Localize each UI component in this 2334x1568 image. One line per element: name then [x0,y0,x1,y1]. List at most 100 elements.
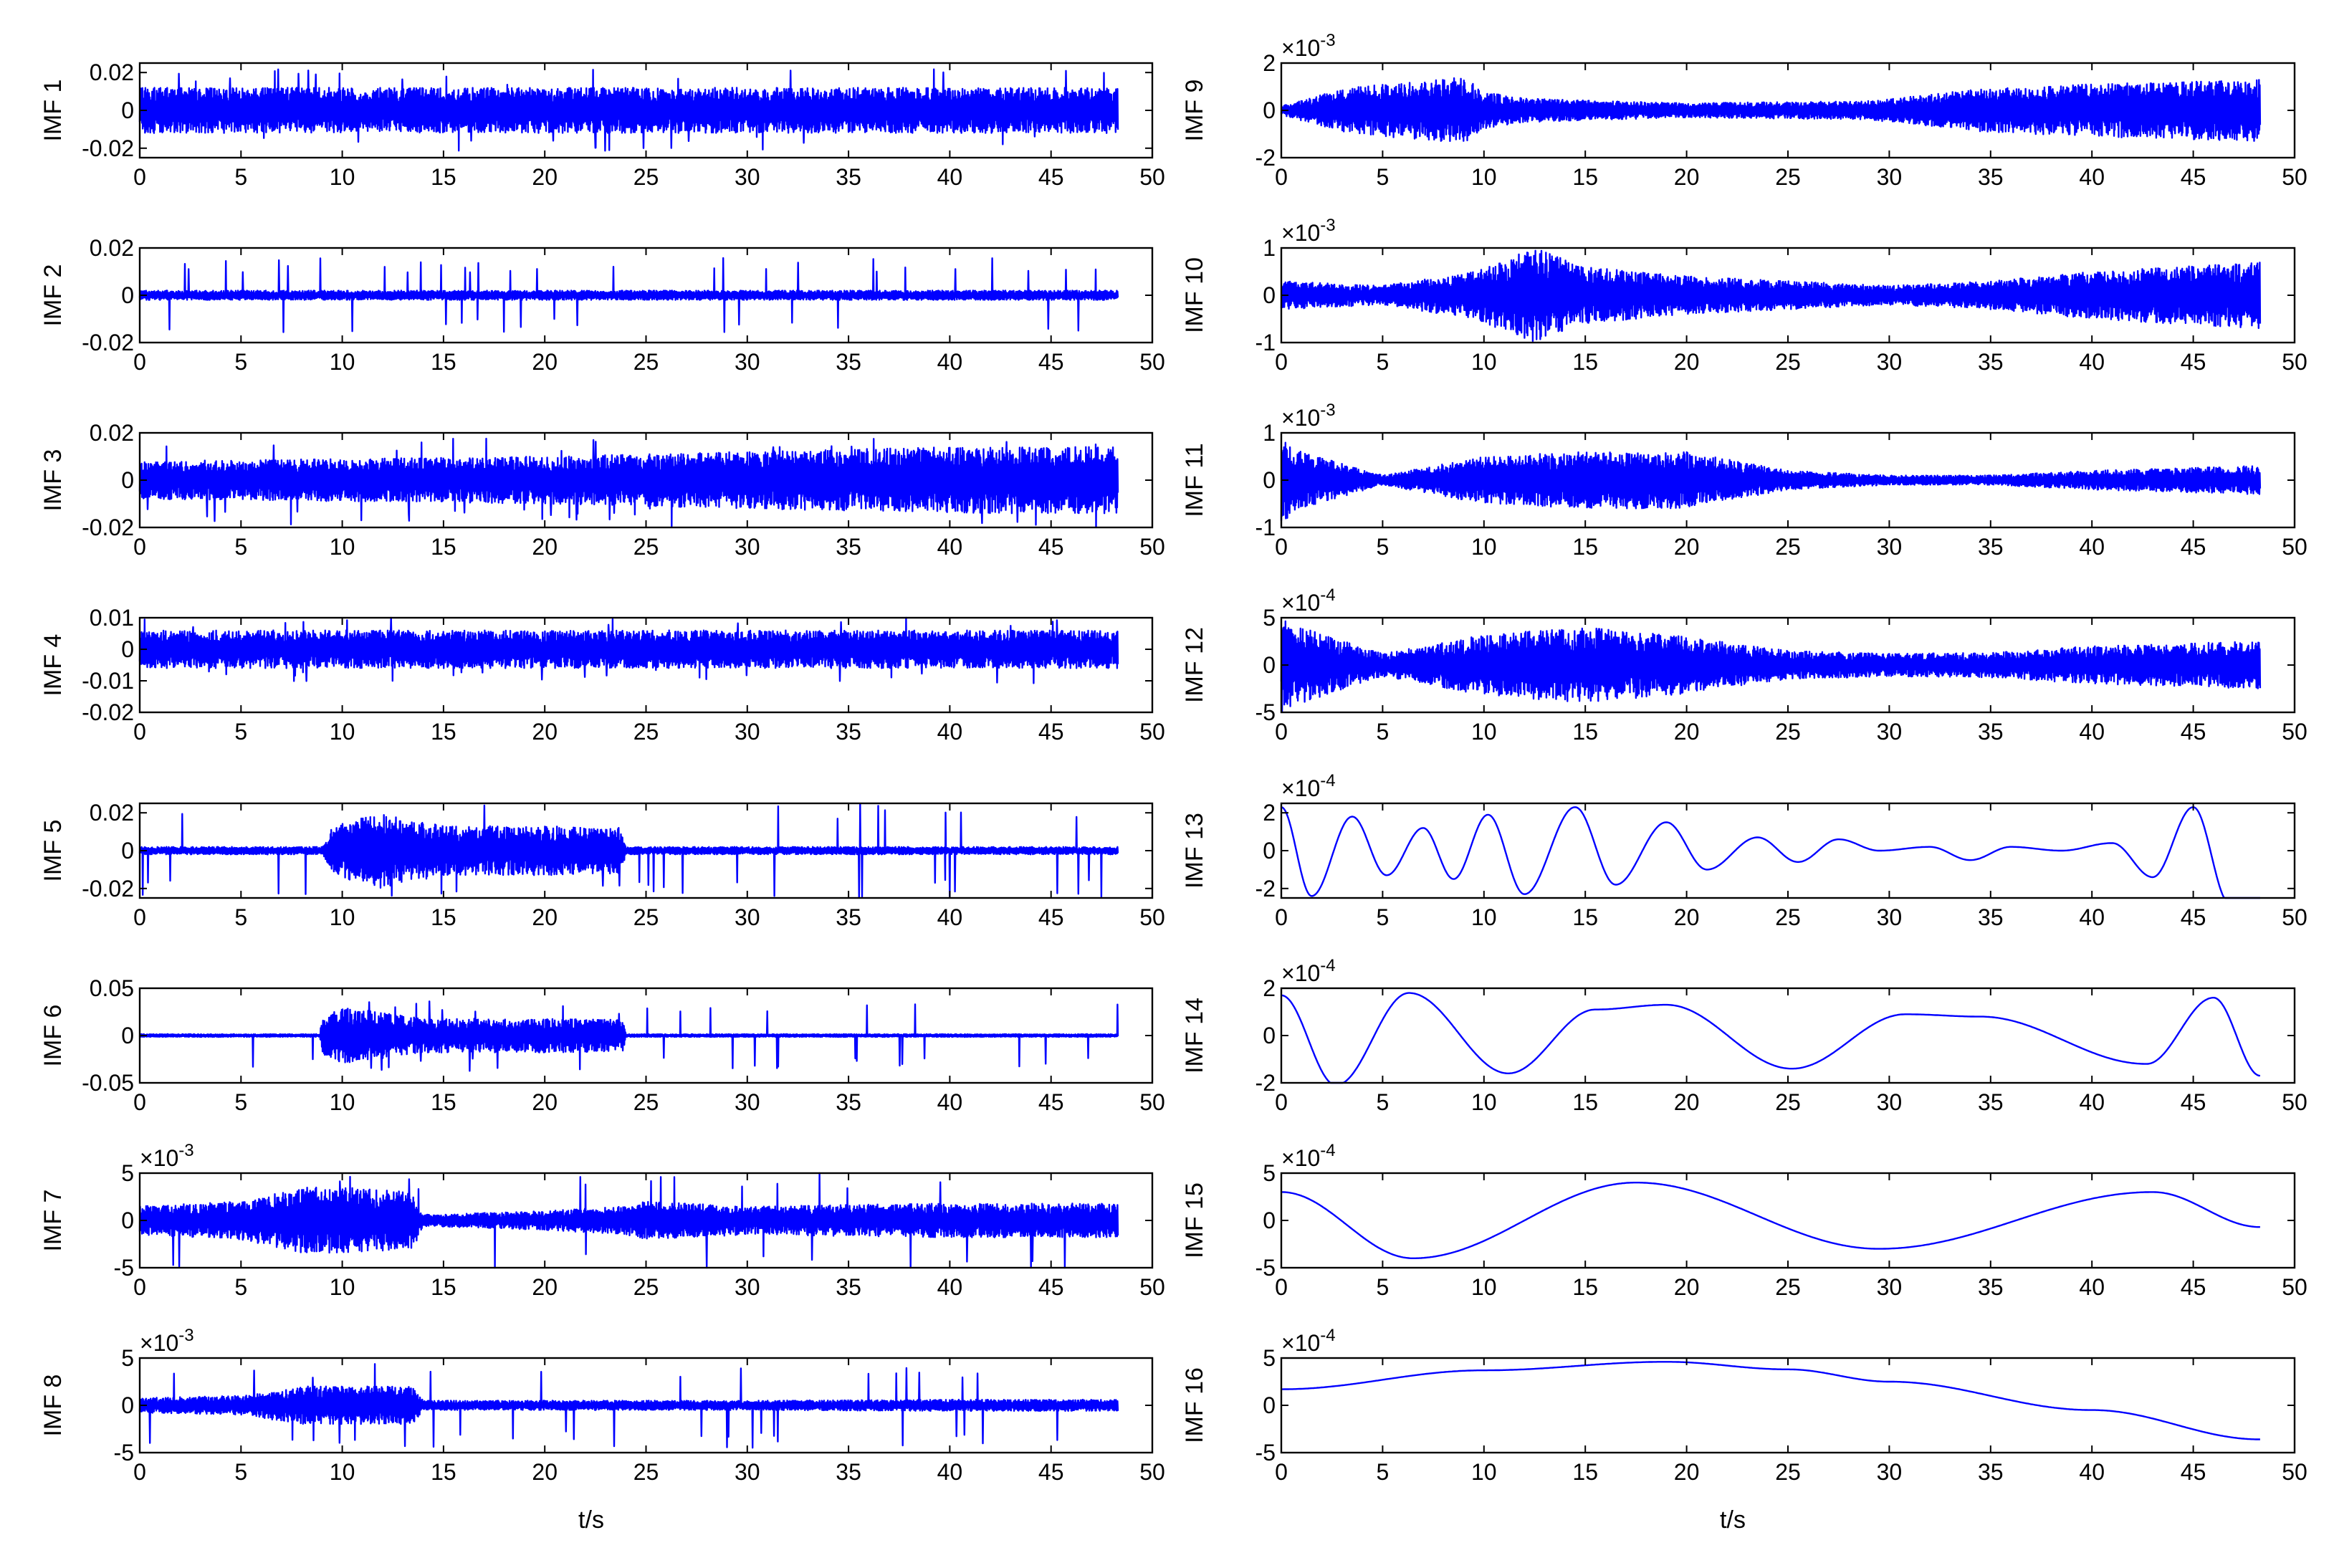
y-tick-label: 5 [121,1345,134,1371]
x-tick-label: 30 [735,904,760,930]
y-tick-label: -5 [1256,1255,1276,1281]
x-tick-label: 15 [1572,1459,1598,1485]
x-tick-label: 50 [2282,1459,2307,1485]
signal-line-imf-10 [1280,249,2262,343]
x-tick-label: 20 [532,904,558,930]
x-tick-label: 35 [1978,904,2004,930]
x-tick-label: 0 [133,1274,146,1300]
x-tick-label: 40 [937,1459,963,1485]
x-tick-label: 35 [1978,164,2004,190]
x-tick-label: 5 [1377,1459,1390,1485]
x-tick-label: 5 [234,1089,247,1115]
x-tick-label: 50 [2282,904,2307,930]
x-tick-label: 15 [431,719,456,745]
x-tick-label: 40 [937,719,963,745]
axes-frame-imf-16 [1280,1357,2296,1454]
x-tick-label: 40 [937,534,963,560]
signal-line-imf-5 [138,803,1119,898]
y-tick-label: -0.02 [82,876,134,902]
x-tick-label: 35 [1978,719,2004,745]
y-exponent-imf-9: ×10-3 [1281,31,1336,61]
x-tick-label: 15 [431,1089,456,1115]
x-tick-label: 15 [431,534,456,560]
x-tick-label: 40 [2079,534,2105,560]
y-axis-label-imf-15: IMF 15 [1181,1182,1208,1258]
x-tick-label: 35 [836,349,861,375]
x-tick-label: 30 [735,534,760,560]
y-tick-label: -5 [114,1440,134,1466]
signal-line-imf-15 [1281,1182,2260,1259]
y-tick-label: 0 [1263,1023,1276,1048]
x-tick-label: 50 [2282,719,2307,745]
y-tick-label: 1 [1263,420,1276,446]
x-tick-label: 25 [1775,1089,1801,1115]
y-tick-label: 1 [1263,235,1276,261]
x-tick-label: 50 [1139,1089,1165,1115]
y-tick-label: -0.02 [82,515,134,540]
x-tick-label: 15 [1572,534,1598,560]
x-tick-label: 15 [431,904,456,930]
x-tick-label: 25 [1775,534,1801,560]
x-tick-label: 35 [836,1274,861,1300]
y-tick-label: 0 [121,838,134,864]
y-axis-label-imf-4: IMF 4 [39,634,67,697]
x-tick-label: 40 [2079,349,2105,375]
x-tick-label: 10 [1471,1459,1497,1485]
y-axis-label-imf-11: IMF 11 [1181,443,1208,517]
x-tick-label: 25 [633,1089,659,1115]
signal-line-imf-14 [1281,992,2261,1084]
x-tick-label: 30 [735,1089,760,1115]
x-tick-label: 20 [1674,904,1700,930]
x-tick-label: 5 [234,349,247,375]
x-tick-label: 5 [234,719,247,745]
x-tick-label: 40 [2079,164,2105,190]
x-tick-label: 25 [1775,719,1801,745]
y-tick-label: 0 [121,282,134,308]
x-tick-label: 5 [1377,719,1390,745]
x-tick-label: 0 [1275,349,1288,375]
x-tick-label: 50 [1139,534,1165,560]
x-tick-label: 15 [1572,349,1598,375]
y-axis-label-imf-9: IMF 9 [1181,80,1208,142]
x-tick-label: 30 [1877,349,1903,375]
y-axis-label-imf-10: IMF 10 [1181,257,1208,333]
x-tick-label: 25 [633,1459,659,1485]
y-exponent-imf-12: ×10-4 [1281,585,1336,616]
signal-line-imf-16 [1281,1361,2260,1440]
signal-line-imf-7 [138,1172,1119,1269]
x-tick-label: 20 [532,1089,558,1115]
x-tick-label: 0 [1275,1089,1288,1115]
y-tick-label: 0.02 [90,235,134,261]
signal-line-imf-6 [138,1000,1119,1072]
x-tick-label: 5 [1377,349,1390,375]
x-tick-label: 20 [532,1274,558,1300]
y-exponent-imf-7: ×10-3 [140,1141,194,1171]
x-tick-label: 30 [1877,904,1903,930]
x-tick-label: 20 [1674,1459,1700,1485]
x-tick-label: 40 [2079,1089,2105,1115]
y-tick-label: 0.05 [90,975,134,1001]
y-tick-label: 0 [1263,282,1276,308]
x-tick-label: 20 [1674,534,1700,560]
y-axis-label-imf-3: IMF 3 [39,449,67,512]
y-tick-label: 0 [1263,1208,1276,1233]
x-tick-label: 30 [1877,719,1903,745]
x-tick-label: 20 [532,349,558,375]
y-tick-label: 0 [121,1392,134,1418]
x-tick-label: 15 [431,164,456,190]
y-axis-label-imf-1: IMF 1 [39,80,67,142]
x-tick-label: 50 [2282,1274,2307,1300]
y-exponent-imf-8: ×10-3 [140,1326,194,1356]
y-tick-label: -0.05 [82,1070,134,1096]
x-tick-label: 35 [1978,1274,2004,1300]
x-tick-label: 10 [330,1459,355,1485]
y-tick-label: 0.02 [90,59,134,85]
x-tick-label: 10 [330,534,355,560]
y-tick-label: -0.02 [82,135,134,161]
x-tick-label: 5 [1377,534,1390,560]
